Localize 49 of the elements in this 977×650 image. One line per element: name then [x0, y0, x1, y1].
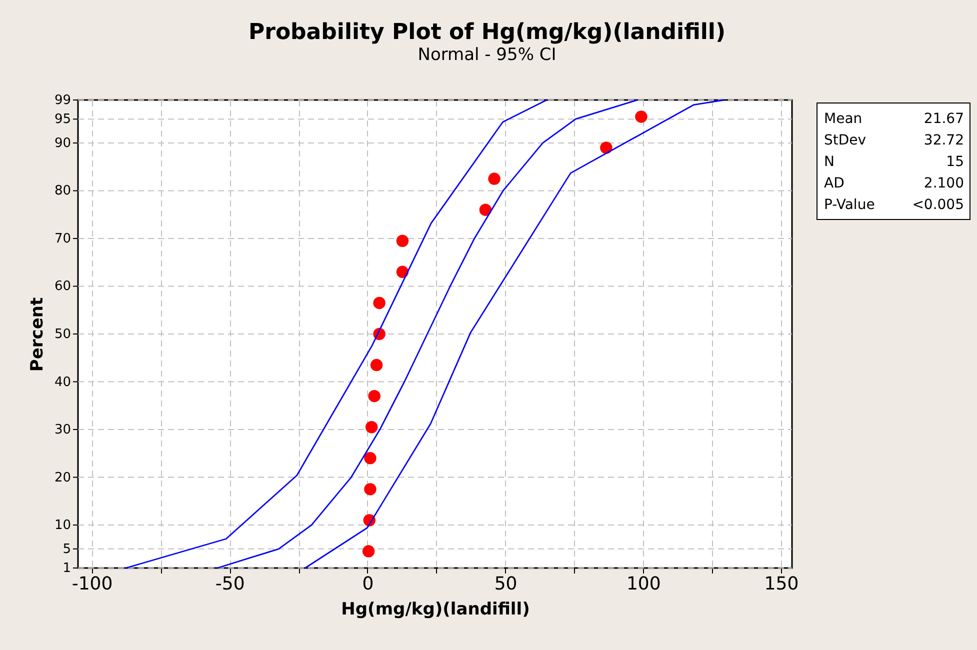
x-tick-label: 0	[362, 574, 374, 594]
text: 21.67	[924, 111, 964, 127]
y-tick-label: 90	[54, 136, 71, 151]
x-tick-label: 50	[494, 574, 518, 594]
x-tick-label: 150	[764, 574, 799, 594]
text: Mean	[824, 111, 862, 127]
text: 2.100	[924, 176, 964, 192]
text: AD	[824, 176, 844, 192]
point	[365, 421, 378, 434]
y-tick-label: 60	[54, 279, 71, 294]
x-axis-title: Hg(mg/kg)(landifill)	[341, 600, 530, 620]
point	[373, 296, 386, 310]
point	[370, 358, 383, 372]
chart-subtitle: Normal - 95% CI	[418, 45, 556, 65]
x-tick-label: -100	[72, 574, 113, 594]
point	[479, 204, 492, 216]
y-tick-label: 99	[54, 93, 71, 108]
y-tick-label: 95	[54, 112, 71, 128]
line-series	[304, 99, 725, 569]
y-axis-title: Percent	[28, 297, 48, 372]
y-tick-label: 30	[54, 422, 71, 438]
y-tick-label: 70	[54, 231, 71, 246]
y-tick-label: 80	[54, 184, 71, 199]
y-tick-label: 20	[54, 470, 71, 486]
y-tick-label: 50	[54, 327, 71, 342]
text: 15	[946, 154, 964, 170]
text: <0.005	[912, 197, 964, 213]
point	[396, 234, 409, 247]
point	[362, 545, 375, 558]
point	[364, 483, 376, 496]
point	[368, 390, 380, 402]
point	[635, 110, 648, 123]
text: StDev	[824, 132, 866, 148]
line-series	[216, 99, 638, 569]
point	[488, 172, 500, 185]
y-tick-label: 1	[62, 561, 71, 576]
y-tick-label: 5	[62, 542, 71, 557]
text: 32.72	[924, 132, 964, 148]
text: P-Value	[824, 197, 875, 213]
y-tick-label: 10	[54, 518, 71, 534]
point	[600, 142, 612, 154]
x-tick-label: 100	[626, 574, 661, 594]
point	[396, 266, 409, 278]
line-series	[125, 99, 548, 569]
y-tick-label: 40	[54, 374, 71, 390]
text: N	[824, 154, 834, 170]
chart-title: Probability Plot of Hg(mg/kg)(landifill)	[248, 20, 726, 45]
point	[364, 452, 376, 464]
x-tick-label: -50	[215, 574, 245, 594]
